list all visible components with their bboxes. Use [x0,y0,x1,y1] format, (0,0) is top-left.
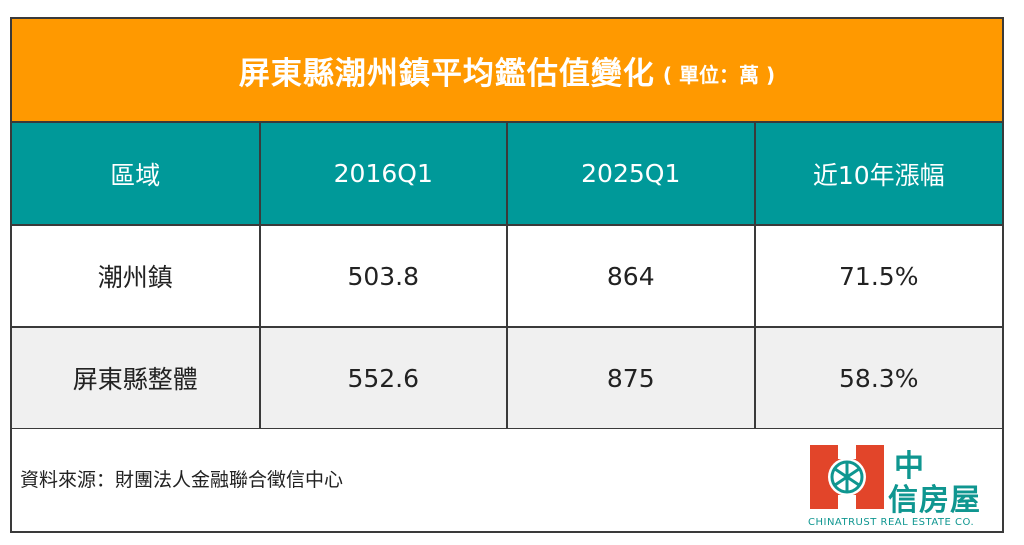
cell-region: 潮州鎮 [12,224,261,328]
footer: 資料來源：財團法人金融聯合徵信中心 中 信房屋 CHINATRUST REAL … [12,429,1002,531]
table-row: 潮州鎮 503.8 864 71.5% [12,224,1002,328]
data-table: 區域 2016Q1 2025Q1 近10年漲幅 潮州鎮 503.8 864 71… [12,123,1002,430]
logo-name-line2: 信房屋 [888,483,981,518]
cell-change: 71.5% [753,224,1002,328]
column-header-change: 近10年漲幅 [753,123,1002,226]
cell-2016q1: 503.8 [258,224,508,328]
chinatrust-logo-icon [810,445,884,509]
company-logo: 中 信房屋 CHINATRUST REAL ESTATE CO. [808,441,998,531]
source-note: 資料來源：財團法人金融聯合徵信中心 [20,469,344,491]
column-header-2016q1: 2016Q1 [258,123,508,226]
cell-2016q1: 552.6 [258,326,508,430]
logo-name-en: CHINATRUST REAL ESTATE CO. [808,517,975,528]
cell-region: 屏東縣整體 [12,326,261,430]
chart-unit: ( 單位：萬 ) [662,62,776,87]
table-header-row: 區域 2016Q1 2025Q1 近10年漲幅 [12,123,1002,226]
table-row: 屏東縣整體 552.6 875 58.3% [12,326,1002,430]
title-bar: 屏東縣潮州鎮平均鑑估值變化 ( 單位：萬 ) [12,19,1002,123]
cell-2025q1: 875 [506,326,756,430]
cell-change: 58.3% [753,326,1002,430]
column-header-2025q1: 2025Q1 [506,123,756,226]
cell-2025q1: 864 [506,224,756,328]
infographic-frame: 屏東縣潮州鎮平均鑑估值變化 ( 單位：萬 ) 區域 2016Q1 2025Q1 … [10,17,1004,533]
column-header-region: 區域 [12,123,261,226]
logo-name-line1: 中 [894,449,924,484]
chart-title: 屏東縣潮州鎮平均鑑估值變化 [238,55,655,92]
